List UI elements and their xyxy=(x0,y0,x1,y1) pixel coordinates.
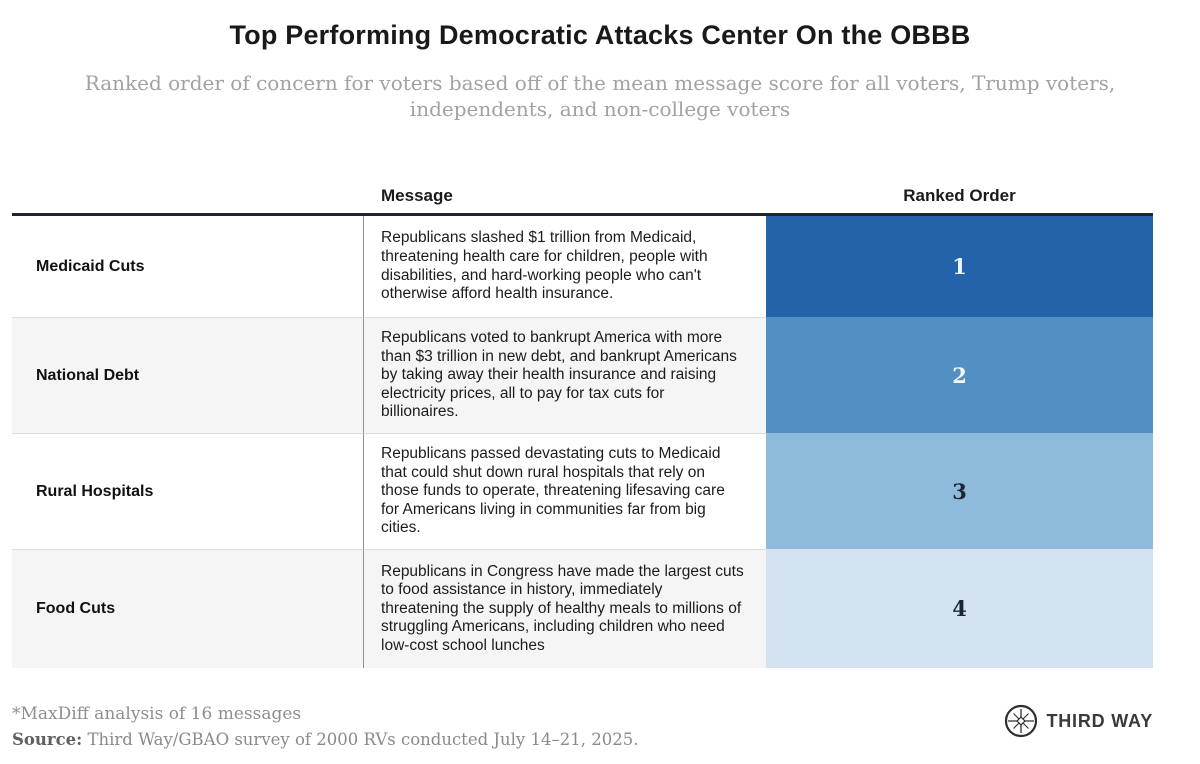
row-label: Medicaid Cuts xyxy=(36,257,145,275)
rank-badge: 2 xyxy=(766,317,1153,433)
rank-badge: 4 xyxy=(766,549,1153,668)
table-row-national-debt: National Debt Republicans voted to bankr… xyxy=(12,317,1153,433)
row-message: Republicans in Congress have made the la… xyxy=(363,549,766,668)
table-row-rural-hospitals: Rural Hospitals Republicans passed devas… xyxy=(12,433,1153,549)
row-label: National Debt xyxy=(12,317,363,433)
source-text: Third Way/GBAO survey of 2000 RVs conduc… xyxy=(82,730,639,749)
table-row-medicaid-cuts: Medicaid Cuts Republicans slashed $1 tri… xyxy=(12,216,1153,317)
rank-badge: 3 xyxy=(766,433,1153,549)
page-title: Top Performing Democratic Attacks Center… xyxy=(229,20,971,50)
rank-badge: 1 xyxy=(766,216,1153,317)
row-message: Republicans voted to bankrupt America wi… xyxy=(363,317,766,433)
column-header-message: Message xyxy=(381,186,453,205)
message-rank-table: Message Ranked Order Medicaid Cuts Repub… xyxy=(12,179,1153,668)
row-label: Rural Hospitals xyxy=(12,433,363,549)
column-header-topic-spacer xyxy=(12,179,363,213)
source-label: Source: xyxy=(12,730,83,749)
compass-star-icon xyxy=(1005,704,1038,738)
table-row-food-cuts: Food Cuts Republicans in Congress have m… xyxy=(12,549,1153,668)
row-label: Food Cuts xyxy=(12,549,363,668)
column-header-ranked-order: Ranked Order xyxy=(903,186,1016,205)
table-body: Medicaid Cuts Republicans slashed $1 tri… xyxy=(12,213,1153,668)
table-header-row: Message Ranked Order xyxy=(12,179,1153,213)
third-way-logo: THIRD WAY xyxy=(1004,703,1153,739)
footnote: *MaxDiff analysis of 16 messages xyxy=(12,704,302,724)
row-message: Republicans slashed $1 trillion from Med… xyxy=(363,216,766,317)
logo-text: THIRD WAY xyxy=(1046,710,1153,731)
source-line: Source: Third Way/GBAO survey of 2000 RV… xyxy=(12,730,638,749)
page-subtitle: Ranked order of concern for voters based… xyxy=(84,71,1116,121)
row-message: Republicans passed devastating cuts to M… xyxy=(363,433,766,549)
